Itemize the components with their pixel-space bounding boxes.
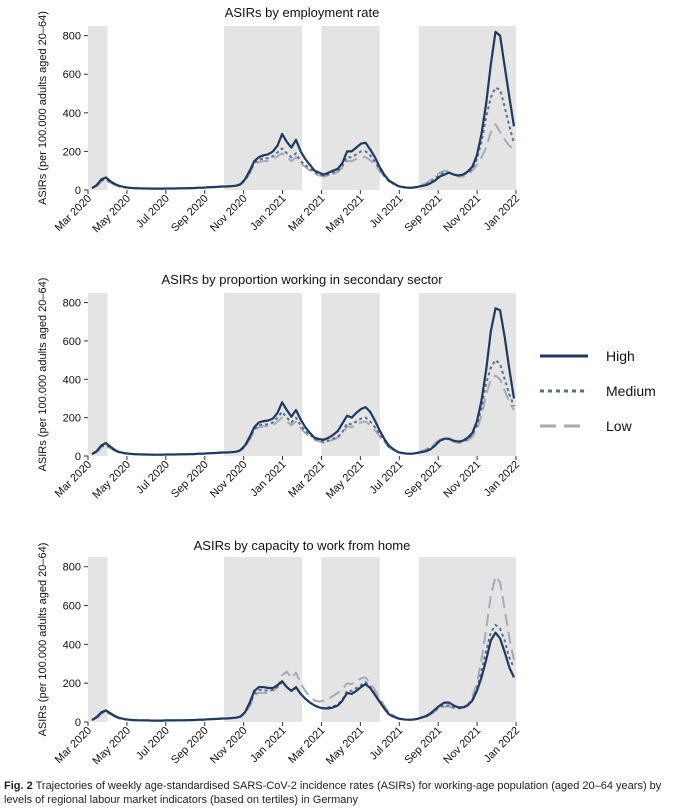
x-tick-label: Jul 2021	[367, 193, 405, 231]
x-tick-label: Jul 2021	[367, 725, 405, 763]
chart-canvas: ASIRs by employment rate ASIRs (per 100.0…	[37, 5, 656, 767]
x-tick-label: Sep 2020	[169, 193, 211, 235]
y-tick-label: 0	[75, 451, 81, 463]
y-tick-label: 600	[63, 336, 81, 348]
figure-caption: Fig. 2 Trajectories of weekly age-standa…	[4, 779, 680, 807]
chart-title: ASIRs by capacity to work from home	[194, 538, 411, 553]
y-tick-label: 600	[63, 601, 81, 613]
y-tick-label: 400	[63, 374, 81, 386]
shaded-period	[418, 26, 516, 190]
y-tick-label: 200	[63, 678, 81, 690]
legend-label: Medium	[606, 383, 656, 399]
chart-panel-2: ASIRs by proportion working in secondary…	[37, 272, 522, 501]
x-tick-label: Mar 2020	[53, 459, 94, 500]
x-tick-label: May 2021	[324, 725, 367, 768]
shaded-period	[88, 293, 108, 456]
shaded-period	[321, 26, 380, 190]
x-tick-label: Mar 2021	[286, 725, 327, 766]
x-tick-label: Nov 2021	[441, 193, 483, 235]
y-tick-label: 800	[63, 31, 81, 43]
y-tick-label: 400	[63, 108, 81, 120]
x-tick-label: May 2021	[324, 193, 367, 236]
x-tick-label: May 2020	[90, 193, 133, 236]
x-tick-label: Mar 2020	[53, 725, 94, 766]
y-tick-label: 0	[75, 717, 81, 729]
y-tick-label: 200	[63, 146, 81, 158]
shaded-period	[321, 293, 380, 456]
chart-panel-3: ASIRs by capacity to work from home ASIRs…	[37, 538, 522, 767]
x-tick-label: Sep 2021	[403, 459, 445, 501]
x-tick-label: Nov 2021	[441, 459, 483, 501]
series-line-high	[91, 30, 516, 190]
y-axis-label: ASIRs (per 100.000 adults aged 20–64)	[37, 11, 49, 205]
shaded-period	[88, 557, 108, 722]
x-tick-label: Sep 2020	[169, 725, 211, 767]
series-line-high	[91, 307, 516, 456]
legend: High Medium Low	[540, 348, 656, 434]
x-tick-label: Jan 2021	[248, 193, 288, 233]
x-tick-label: Jul 2020	[134, 725, 172, 763]
x-tick-label: Mar 2021	[286, 459, 327, 500]
y-tick-label: 800	[63, 298, 81, 310]
y-axis-label: ASIRs (per 100.000 adults aged 20–64)	[37, 278, 49, 472]
shaded-period	[88, 26, 108, 190]
x-tick-label: Mar 2020	[53, 193, 94, 234]
x-tick-label: Jan 2022	[482, 459, 522, 499]
series-line-medium	[91, 86, 515, 190]
x-tick-label: Sep 2021	[403, 725, 445, 767]
y-tick-label: 400	[63, 639, 81, 651]
x-tick-label: Jul 2020	[134, 193, 172, 231]
chart-panel-1: ASIRs by employment rate ASIRs (per 100.0…	[37, 5, 522, 235]
x-tick-label: Jan 2021	[248, 459, 288, 499]
caption-text: Trajectories of weekly age-standardised …	[4, 780, 662, 806]
x-tick-label: Jan 2022	[482, 193, 522, 233]
x-tick-label: Sep 2021	[403, 193, 445, 235]
series-line-high	[91, 631, 515, 722]
x-tick-label: May 2020	[90, 459, 133, 502]
caption-label: Fig. 2	[4, 780, 33, 792]
x-tick-label: Nov 2020	[208, 725, 250, 767]
x-tick-label: Nov 2020	[208, 193, 250, 235]
y-axis-label: ASIRs (per 100.000 adults aged 20–64)	[37, 543, 49, 737]
x-tick-label: Jan 2022	[482, 725, 522, 765]
shaded-period	[224, 557, 302, 722]
x-tick-label: Nov 2021	[441, 725, 483, 767]
shaded-period	[224, 293, 302, 456]
shaded-period	[224, 26, 302, 190]
x-tick-label: Sep 2020	[169, 459, 211, 501]
legend-label: High	[606, 348, 635, 364]
x-tick-label: Mar 2021	[286, 193, 327, 234]
x-tick-label: Jul 2020	[134, 459, 172, 497]
y-tick-label: 800	[63, 562, 81, 574]
y-tick-label: 600	[63, 69, 81, 81]
x-tick-label: May 2021	[324, 459, 367, 502]
x-tick-label: Jul 2021	[367, 459, 405, 497]
legend-label: Low	[606, 418, 633, 434]
shaded-period	[418, 293, 516, 456]
x-tick-label: Nov 2020	[208, 459, 250, 501]
chart-title: ASIRs by proportion working in secondary…	[161, 272, 443, 287]
x-tick-label: Jan 2021	[248, 725, 288, 765]
y-tick-label: 0	[75, 185, 81, 197]
y-tick-label: 200	[63, 413, 81, 425]
chart-title: ASIRs by employment rate	[225, 5, 380, 20]
x-tick-label: May 2020	[90, 725, 133, 768]
